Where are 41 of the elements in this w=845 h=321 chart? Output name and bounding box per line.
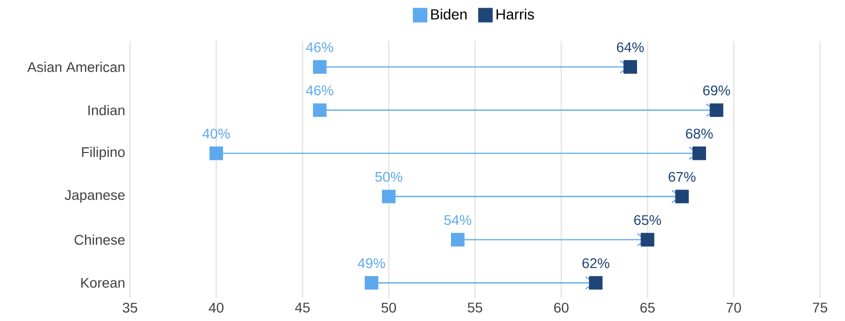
data-label: 54%	[444, 215, 472, 225]
legend-label: Biden	[431, 8, 467, 20]
x-tick-label: 75	[812, 302, 828, 312]
x-tick-label: 45	[295, 302, 310, 312]
point	[312, 60, 327, 74]
point	[312, 103, 327, 117]
legend-label: Harris	[496, 8, 534, 20]
data-label: 67%	[668, 172, 696, 182]
y-tick-label: Chinese	[74, 234, 125, 245]
data-label: 49%	[358, 258, 386, 268]
y-tick-label: Asian American	[27, 62, 124, 72]
point	[675, 190, 689, 204]
data-label: 62%	[582, 258, 610, 268]
x-tick-label: 55	[468, 302, 482, 312]
data-label: 65%	[634, 215, 662, 225]
x-tick-label: 70	[726, 302, 741, 313]
data-label: 40%	[202, 128, 230, 139]
x-tick-label: 65	[640, 302, 655, 313]
point	[209, 146, 224, 160]
data-label: 46%	[306, 42, 334, 52]
point	[450, 232, 465, 246]
data-label: 64%	[616, 42, 644, 52]
point	[640, 232, 654, 246]
x-tick-label: 60	[554, 302, 568, 313]
point	[623, 60, 638, 74]
y-tick-label: Korean	[81, 278, 124, 288]
y-tick-label: Japanese	[64, 190, 125, 203]
point	[382, 190, 396, 204]
data-label: 69%	[703, 86, 730, 96]
point	[692, 146, 706, 160]
y-tick-label: Filipino	[82, 146, 125, 160]
data-label: 50%	[375, 172, 402, 182]
point	[364, 276, 378, 290]
data-label: 68%	[686, 128, 713, 139]
y-tick-label: Indian	[88, 104, 124, 116]
point	[588, 276, 603, 290]
x-tick-label: 35	[122, 302, 138, 313]
point	[710, 103, 724, 117]
x-tick-label: 40	[208, 302, 224, 313]
data-label: 46%	[306, 86, 334, 96]
x-tick-label: 50	[382, 302, 396, 313]
